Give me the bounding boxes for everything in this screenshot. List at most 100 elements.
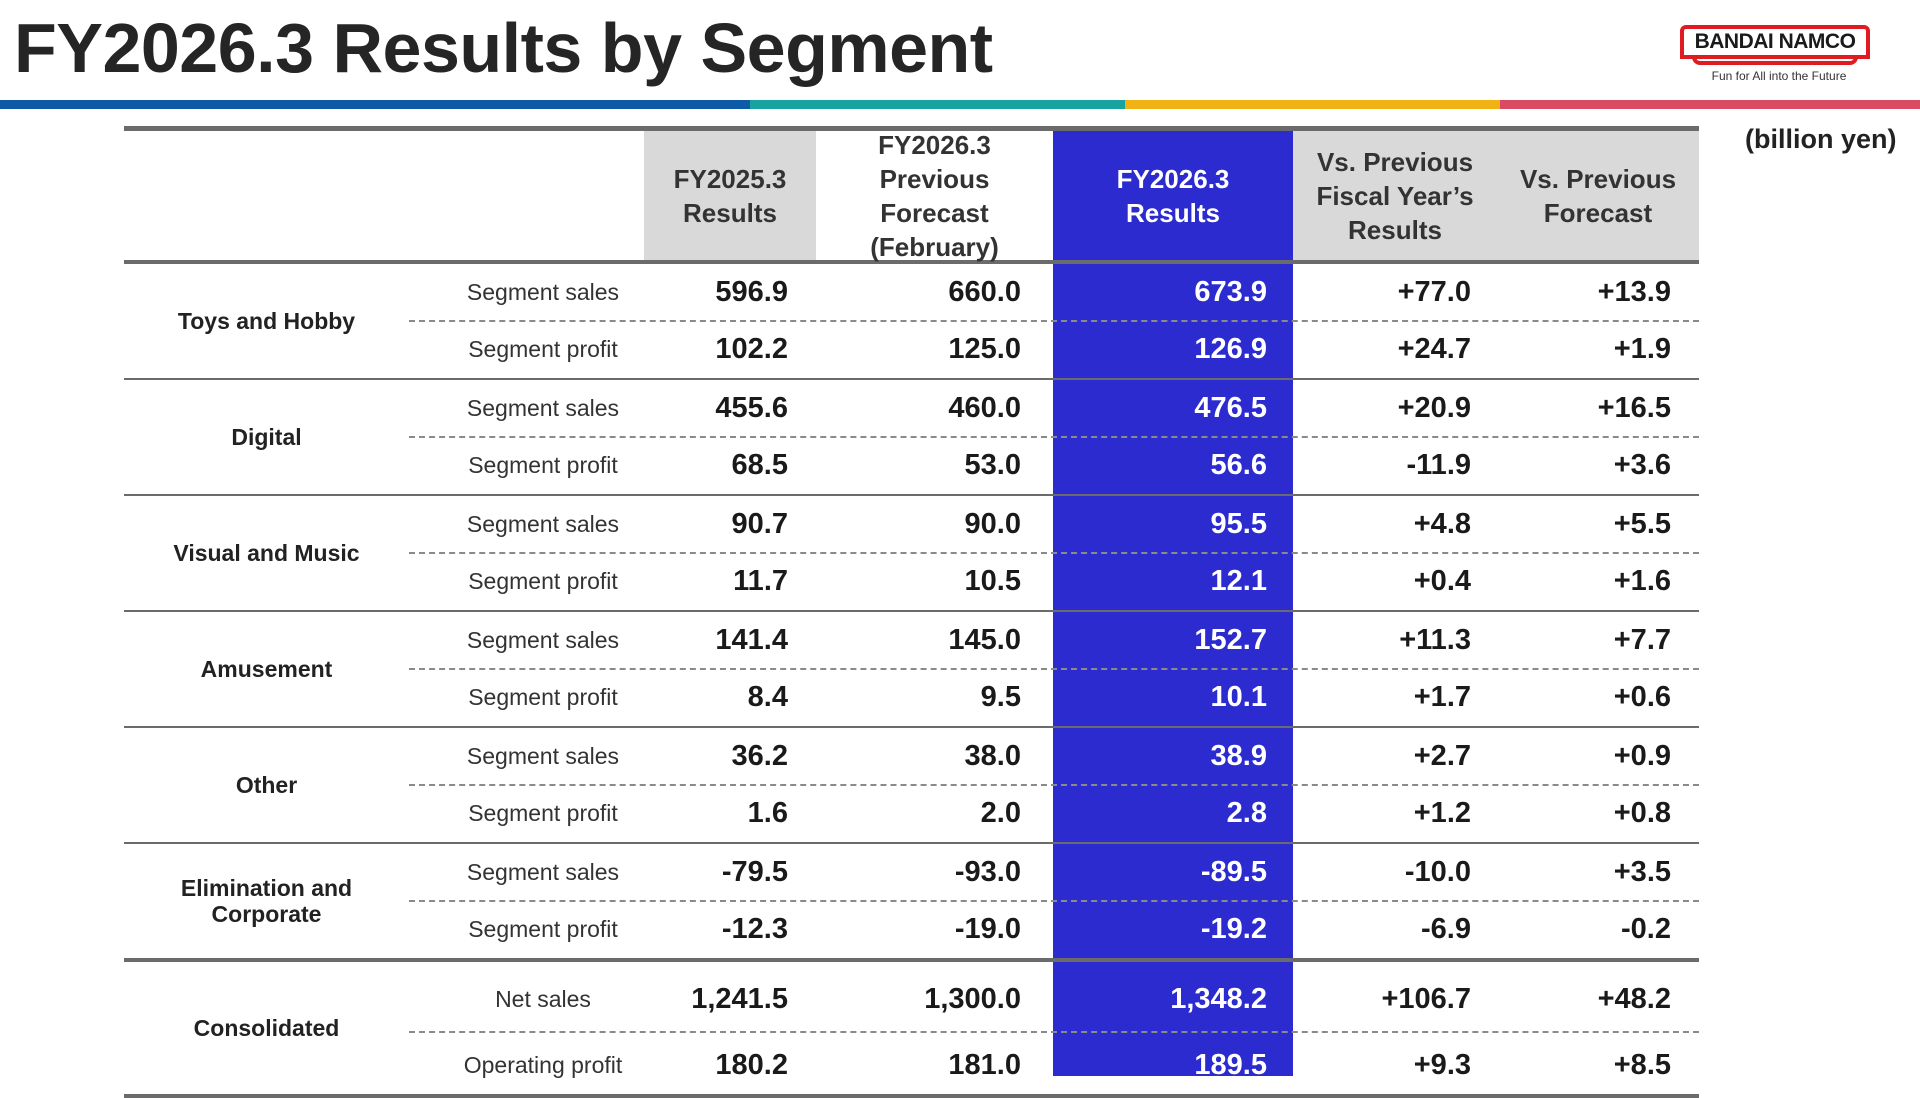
highlight-column xyxy=(1053,264,1293,1076)
value-cell: 152.7 xyxy=(1194,624,1267,656)
row-label: Net sales xyxy=(495,985,591,1012)
value-cell: +13.9 xyxy=(1597,276,1671,308)
color-stripe xyxy=(0,100,1920,109)
col-header-fy2025-results: FY2025.3 Results xyxy=(644,131,816,260)
value-cell: +3.6 xyxy=(1613,449,1671,481)
segment-results-table: FY2025.3 Results FY2026.3 Previous Forec… xyxy=(124,126,1699,1098)
company-logo: BANDAI NAMCO Fun for All into the Future xyxy=(1680,25,1878,83)
value-cell: 2.8 xyxy=(1226,797,1267,829)
value-cell: 95.5 xyxy=(1210,508,1267,540)
unit-label: (billion yen) xyxy=(1745,124,1897,154)
row-divider xyxy=(409,436,1699,438)
value-cell: 596.9 xyxy=(715,276,788,308)
value-cell: +48.2 xyxy=(1597,982,1671,1015)
row-label: Operating profit xyxy=(463,1051,623,1078)
logo-wordmark: BANDAI NAMCO xyxy=(1680,25,1870,65)
value-cell: 90.7 xyxy=(731,508,788,540)
col-header-previous-forecast: FY2026.3 Previous Forecast (February) xyxy=(870,129,999,262)
value-cell: +7.7 xyxy=(1613,624,1671,656)
table-row: Segment profit 11.7 10.5 12.1 +0.4 +1.6 xyxy=(124,553,1699,610)
segment-group: Elimination and Corporate Segment sales -7… xyxy=(124,844,1699,960)
value-cell: 10.1 xyxy=(1210,681,1267,713)
row-divider xyxy=(409,552,1699,554)
table-row: Segment sales 90.7 90.0 95.5 +4.8 +5.5 xyxy=(124,496,1699,553)
row-label: Segment profit xyxy=(468,684,618,710)
value-cell: 1.6 xyxy=(747,797,788,829)
value-cell: 460.0 xyxy=(948,392,1021,424)
value-cell: -89.5 xyxy=(1200,856,1267,888)
row-label: Segment profit xyxy=(468,916,618,942)
value-cell: 673.9 xyxy=(1194,276,1267,308)
segment-name: Elimination and Corporate xyxy=(180,875,353,927)
value-cell: 1,348.2 xyxy=(1170,982,1267,1015)
segment-name: Digital xyxy=(231,424,302,450)
value-cell: 38.9 xyxy=(1210,740,1267,772)
value-cell: +2.7 xyxy=(1413,740,1471,772)
value-cell: +8.5 xyxy=(1613,1048,1671,1081)
segment-group: Amusement Segment sales 141.4 145.0 152.7 +11… xyxy=(124,612,1699,728)
table-row: Segment sales -79.5 -93.0 -89.5 -10.0 +3.5 xyxy=(124,844,1699,901)
table-row: Net sales 1,241.5 1,300.0 1,348.2 +106.7 +48.… xyxy=(124,966,1699,1032)
value-cell: +0.8 xyxy=(1613,797,1671,829)
row-divider xyxy=(409,668,1699,670)
value-cell: 189.5 xyxy=(1194,1048,1267,1081)
value-cell: 38.0 xyxy=(964,740,1021,772)
value-cell: +77.0 xyxy=(1397,276,1471,308)
value-cell: 9.5 xyxy=(980,681,1021,713)
value-cell: 12.1 xyxy=(1210,565,1267,597)
page-title: FY2026.3 Results by Segment xyxy=(14,9,993,87)
table-row: Segment profit 68.5 53.0 56.6 -11.9 +3.6 xyxy=(124,437,1699,494)
row-label: Segment sales xyxy=(466,627,620,653)
table-row: Segment profit 8.4 9.5 10.1 +1.7 +0.6 xyxy=(124,669,1699,726)
value-cell: +1.9 xyxy=(1613,333,1671,365)
value-cell: +1.6 xyxy=(1613,565,1671,597)
value-cell: -12.3 xyxy=(721,913,788,945)
table-header: FY2025.3 Results FY2026.3 Previous Forec… xyxy=(124,126,1699,264)
value-cell: -19.2 xyxy=(1200,913,1267,945)
value-cell: +16.5 xyxy=(1597,392,1671,424)
col-header-vs-previous-year: Vs. Previous Fiscal Year’s Results xyxy=(1293,131,1497,260)
value-cell: 660.0 xyxy=(948,276,1021,308)
value-cell: 180.2 xyxy=(715,1048,788,1081)
value-cell: +1.2 xyxy=(1413,797,1471,829)
value-cell: +1.7 xyxy=(1413,681,1471,713)
table-row: Segment sales 36.2 38.0 38.9 +2.7 +0.9 xyxy=(124,728,1699,785)
row-label: Segment profit xyxy=(468,452,618,478)
value-cell: 145.0 xyxy=(948,624,1021,656)
value-cell: 53.0 xyxy=(964,449,1021,481)
row-divider xyxy=(409,900,1699,902)
value-cell: +0.9 xyxy=(1613,740,1671,772)
value-cell: -19.0 xyxy=(954,913,1021,945)
segment-group: Toys and Hobby Segment sales 596.9 660.0 673… xyxy=(124,264,1699,380)
value-cell: 10.5 xyxy=(964,565,1021,597)
table-row: Segment profit 102.2 125.0 126.9 +24.7 +1.9 xyxy=(124,321,1699,378)
value-cell: -0.2 xyxy=(1621,913,1671,945)
value-cell: 56.6 xyxy=(1210,449,1267,481)
value-cell: 455.6 xyxy=(715,392,788,424)
value-cell: +24.7 xyxy=(1397,333,1471,365)
value-cell: 102.2 xyxy=(715,333,788,365)
value-cell: +5.5 xyxy=(1613,508,1671,540)
value-cell: 2.0 xyxy=(980,797,1021,829)
value-cell: 181.0 xyxy=(948,1048,1021,1081)
row-label: Segment sales xyxy=(466,511,620,537)
value-cell: 1,241.5 xyxy=(691,982,788,1015)
value-cell: 141.4 xyxy=(715,624,788,656)
value-cell: -79.5 xyxy=(721,856,788,888)
value-cell: 68.5 xyxy=(731,449,788,481)
value-cell: +0.4 xyxy=(1413,565,1471,597)
value-cell: +106.7 xyxy=(1381,982,1471,1015)
table-row: Segment profit -12.3 -19.0 -19.2 -6.9 -0.2 xyxy=(124,901,1699,958)
row-label: Segment profit xyxy=(468,568,618,594)
col-header-fy2026-results: FY2026.3 Results xyxy=(1053,131,1293,260)
row-label: Segment sales xyxy=(466,395,620,421)
row-label: Segment profit xyxy=(468,336,618,362)
segment-group: Consolidated Net sales 1,241.5 1,300.0 1,348… xyxy=(124,958,1699,1098)
value-cell: 126.9 xyxy=(1194,333,1267,365)
segment-group: Other Segment sales 36.2 38.0 38.9 +2.7 +0.9 Se… xyxy=(124,728,1699,844)
value-cell: +20.9 xyxy=(1397,392,1471,424)
segment-name: Consolidated xyxy=(193,1015,340,1041)
row-divider xyxy=(409,320,1699,322)
value-cell: +0.6 xyxy=(1613,681,1671,713)
row-divider xyxy=(409,1031,1699,1033)
